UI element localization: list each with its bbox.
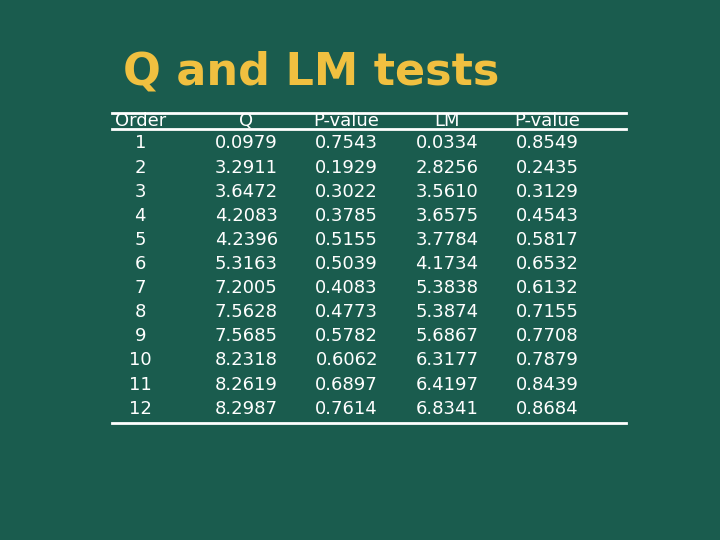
- Text: 8: 8: [135, 303, 146, 321]
- Text: 7.5628: 7.5628: [215, 303, 278, 321]
- Text: 3.2911: 3.2911: [215, 159, 278, 177]
- Text: 2.8256: 2.8256: [415, 159, 479, 177]
- Text: P-value: P-value: [515, 112, 580, 130]
- Text: 6.3177: 6.3177: [415, 352, 479, 369]
- Text: 3.6472: 3.6472: [215, 183, 278, 201]
- Text: 0.7614: 0.7614: [315, 400, 378, 417]
- Text: 8.2318: 8.2318: [215, 352, 278, 369]
- Text: 0.7879: 0.7879: [516, 352, 579, 369]
- Text: 12: 12: [129, 400, 152, 417]
- Text: 3: 3: [135, 183, 146, 201]
- Text: 0.0979: 0.0979: [215, 134, 278, 152]
- Text: 0.5782: 0.5782: [315, 327, 378, 345]
- Text: 0.6062: 0.6062: [315, 352, 378, 369]
- Text: 0.6897: 0.6897: [315, 375, 378, 394]
- Text: 0.6132: 0.6132: [516, 279, 579, 297]
- Text: 0.8684: 0.8684: [516, 400, 579, 417]
- Text: 0.1929: 0.1929: [315, 159, 378, 177]
- Text: 4.2396: 4.2396: [215, 231, 278, 249]
- Text: 5.3163: 5.3163: [215, 255, 278, 273]
- Text: 0.6532: 0.6532: [516, 255, 579, 273]
- Text: 9: 9: [135, 327, 146, 345]
- Text: Order: Order: [114, 112, 166, 130]
- Text: 0.5155: 0.5155: [315, 231, 378, 249]
- Text: 0.7708: 0.7708: [516, 327, 579, 345]
- Text: 8.2987: 8.2987: [215, 400, 278, 417]
- Text: 7.2005: 7.2005: [215, 279, 278, 297]
- Text: 0.8439: 0.8439: [516, 375, 579, 394]
- Text: 0.5039: 0.5039: [315, 255, 378, 273]
- Text: 8.2619: 8.2619: [215, 375, 278, 394]
- Text: 7: 7: [135, 279, 146, 297]
- Text: Q and LM tests: Q and LM tests: [124, 51, 500, 94]
- Text: 1: 1: [135, 134, 146, 152]
- Text: 0.4083: 0.4083: [315, 279, 378, 297]
- Text: 3.7784: 3.7784: [415, 231, 479, 249]
- Text: 0.3022: 0.3022: [315, 183, 378, 201]
- Text: 4.1734: 4.1734: [415, 255, 479, 273]
- Text: 2: 2: [135, 159, 146, 177]
- Text: 11: 11: [129, 375, 152, 394]
- Text: 7.5685: 7.5685: [215, 327, 278, 345]
- Text: 10: 10: [129, 352, 151, 369]
- Text: 5.3838: 5.3838: [415, 279, 479, 297]
- Text: 6: 6: [135, 255, 146, 273]
- Text: 0.3129: 0.3129: [516, 183, 579, 201]
- Text: 5.3874: 5.3874: [415, 303, 479, 321]
- Text: 4.2083: 4.2083: [215, 207, 278, 225]
- Text: Q: Q: [239, 112, 253, 130]
- Text: 0.8549: 0.8549: [516, 134, 579, 152]
- Text: 3.5610: 3.5610: [415, 183, 479, 201]
- Text: 0.4773: 0.4773: [315, 303, 378, 321]
- Text: 4: 4: [135, 207, 146, 225]
- Text: 3.6575: 3.6575: [415, 207, 479, 225]
- Text: 6.4197: 6.4197: [415, 375, 479, 394]
- Text: 0.0334: 0.0334: [415, 134, 479, 152]
- Text: 0.7155: 0.7155: [516, 303, 579, 321]
- Text: 5.6867: 5.6867: [415, 327, 479, 345]
- Text: 0.2435: 0.2435: [516, 159, 579, 177]
- Text: LM: LM: [434, 112, 460, 130]
- Text: P-value: P-value: [314, 112, 379, 130]
- Text: 0.4543: 0.4543: [516, 207, 579, 225]
- Text: 0.7543: 0.7543: [315, 134, 378, 152]
- Text: 0.3785: 0.3785: [315, 207, 378, 225]
- Text: 6.8341: 6.8341: [415, 400, 479, 417]
- Text: 5: 5: [135, 231, 146, 249]
- Text: 0.5817: 0.5817: [516, 231, 579, 249]
